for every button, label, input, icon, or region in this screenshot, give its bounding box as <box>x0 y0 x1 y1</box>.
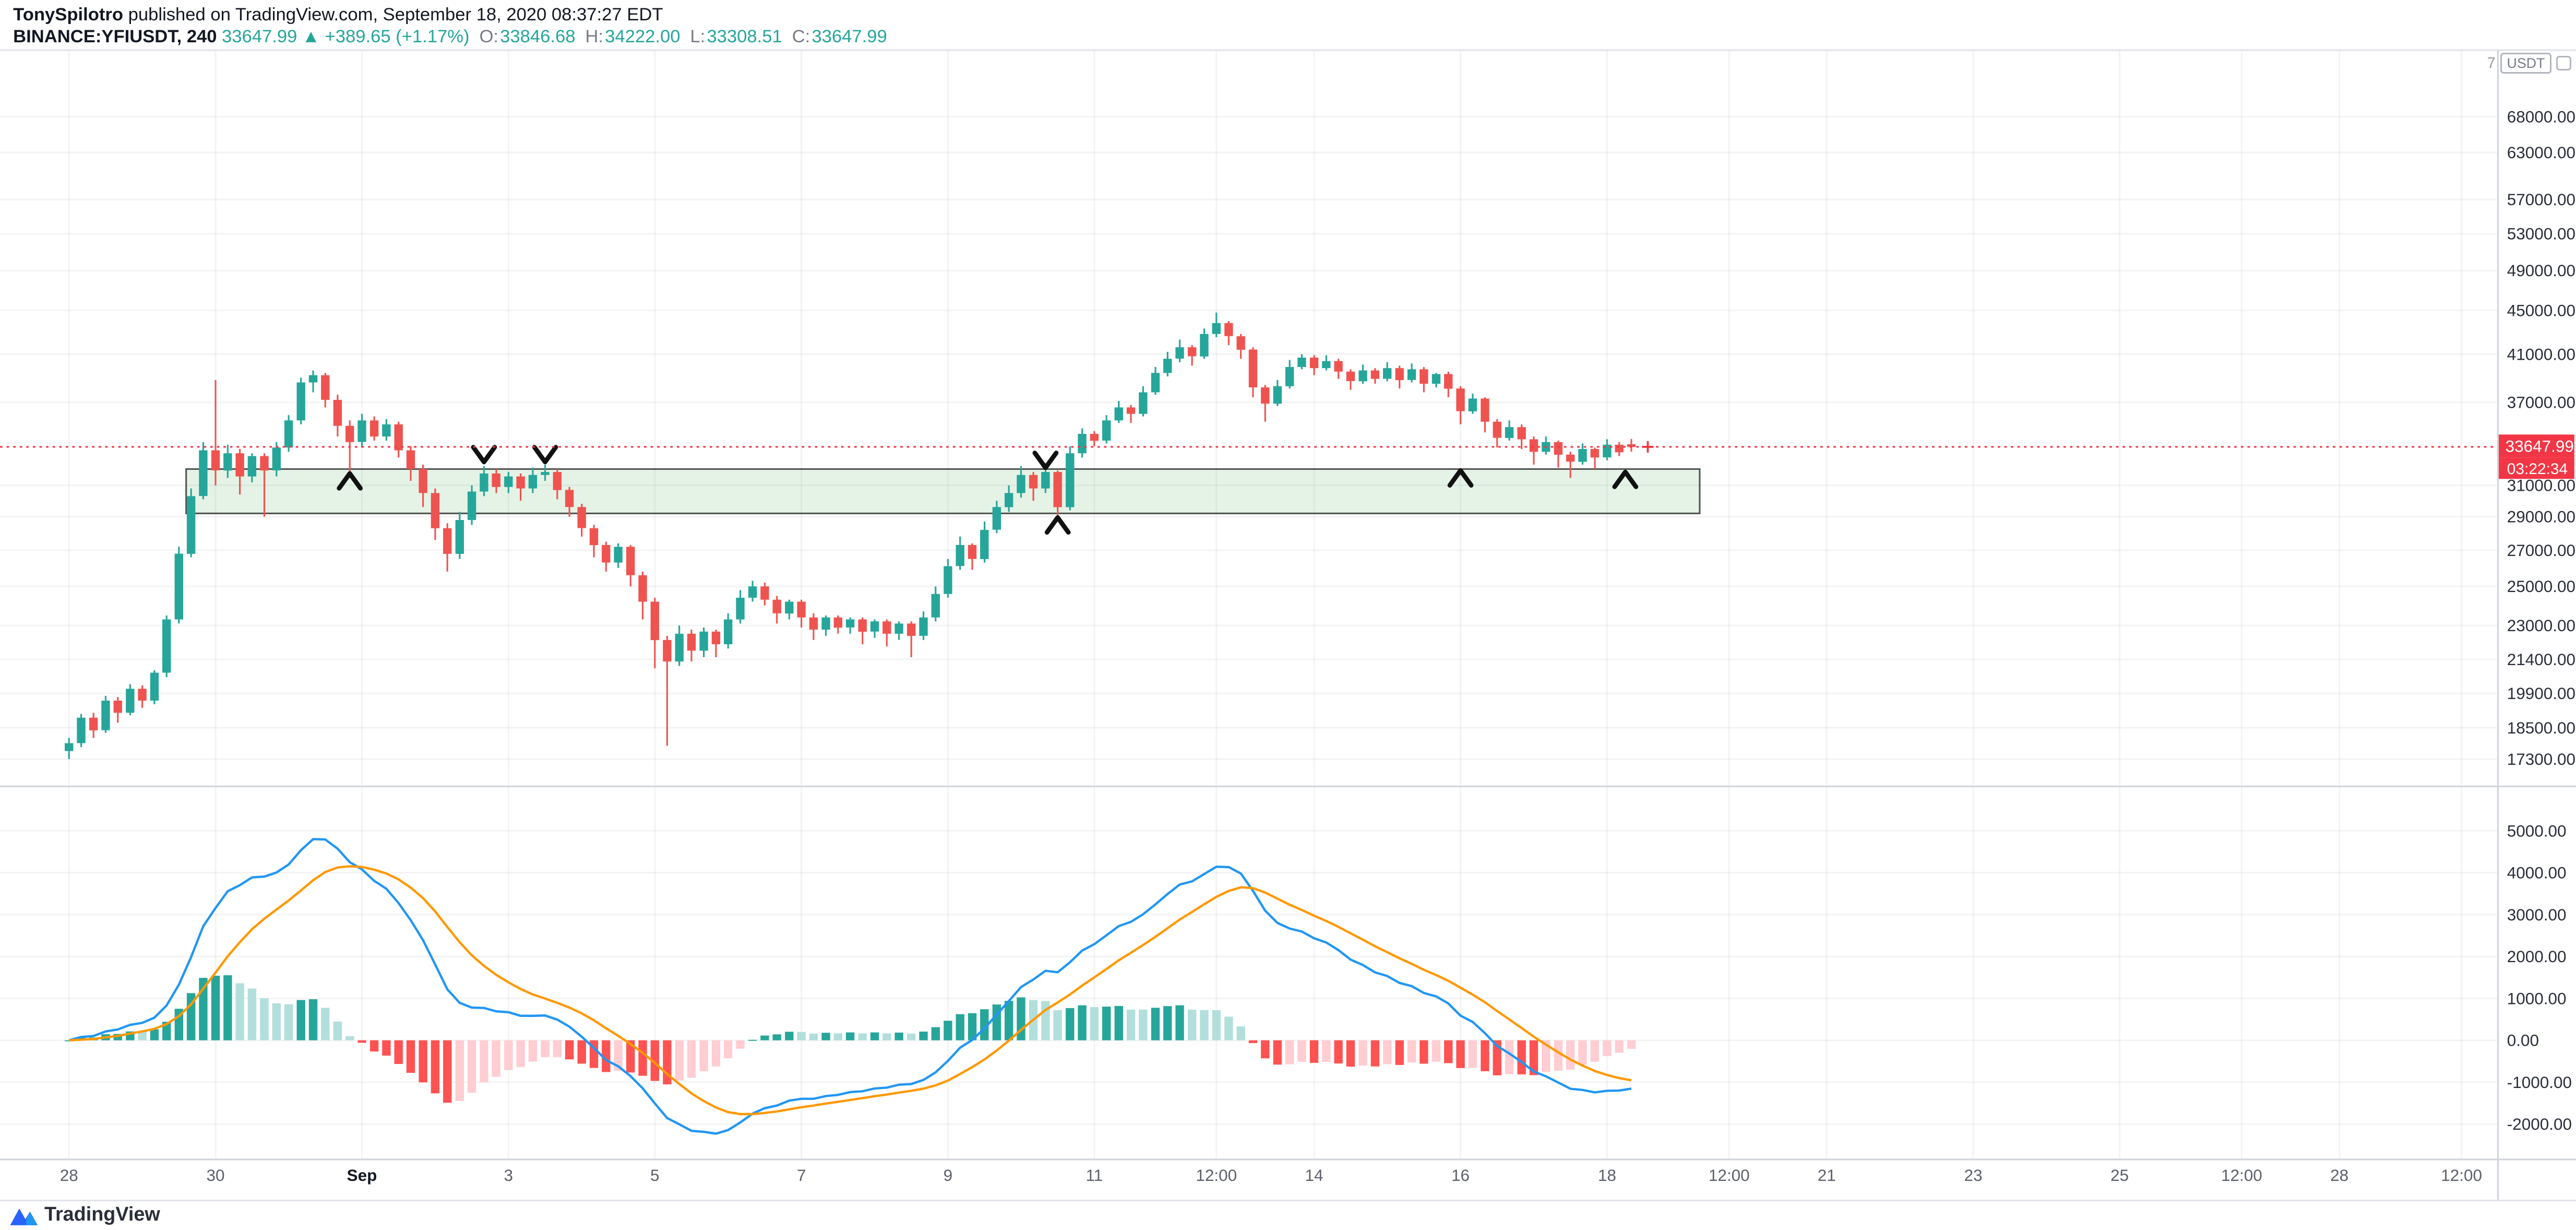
svg-text:21: 21 <box>1818 1166 1836 1185</box>
svg-text:1000.00: 1000.00 <box>2507 989 2567 1008</box>
open-value: 33846.68 <box>500 27 576 47</box>
svg-text:16: 16 <box>1451 1166 1470 1185</box>
svg-text:12:00: 12:00 <box>1709 1166 1750 1185</box>
brand-text[interactable]: TradingView <box>44 1203 160 1226</box>
svg-text:3: 3 <box>504 1166 514 1185</box>
down-chevron-marker[interactable] <box>1032 451 1059 470</box>
svg-text:18: 18 <box>1598 1166 1616 1185</box>
high-label: H: <box>585 27 603 47</box>
svg-text:28: 28 <box>60 1166 78 1185</box>
footer-bar: TradingView <box>10 1203 160 1226</box>
scale-prefix: 7 <box>2487 54 2496 72</box>
svg-text:12:00: 12:00 <box>2441 1166 2482 1185</box>
macd-histogram <box>65 975 1636 1103</box>
svg-text:21400.00: 21400.00 <box>2507 651 2575 669</box>
svg-text:12:00: 12:00 <box>2221 1166 2262 1185</box>
svg-text:5: 5 <box>650 1166 660 1185</box>
macd-signal-line <box>69 865 1632 1116</box>
price-scale-controls[interactable]: 7 USDT <box>2487 52 2571 74</box>
scale-settings-icon[interactable] <box>2556 55 2571 71</box>
close-label: C: <box>792 27 810 47</box>
low-value: 33308.51 <box>707 27 782 47</box>
price-change: +389.65 (+1.17%) <box>325 27 470 47</box>
svg-text:37000.00: 37000.00 <box>2507 394 2575 412</box>
time-axis-labels[interactable]: 28 30 Sep 3 5 7 9 11 12:00 14 16 18 12:00 21 23 25 12:00… <box>60 1166 2482 1185</box>
author-name: TonySpilotro <box>13 5 124 25</box>
candle-countdown-label: 03:22:34 <box>2499 457 2574 479</box>
published-text: published on TradingView.com, September … <box>123 5 663 25</box>
svg-text:12:00: 12:00 <box>1196 1166 1237 1185</box>
svg-text:9: 9 <box>944 1166 953 1185</box>
open-label: O: <box>479 27 498 47</box>
svg-text:25: 25 <box>2110 1166 2129 1185</box>
svg-text:28: 28 <box>2330 1166 2348 1185</box>
up-chevron-marker[interactable] <box>1612 469 1639 489</box>
svg-text:14: 14 <box>1305 1166 1323 1185</box>
svg-text:27000.00: 27000.00 <box>2507 541 2575 560</box>
down-chevron-marker[interactable] <box>532 445 558 465</box>
close-value: 33647.99 <box>812 27 887 47</box>
symbol-name[interactable]: BINANCE:YFIUSDT, 240 <box>13 27 217 47</box>
svg-text:23000.00: 23000.00 <box>2507 617 2575 635</box>
candlestick-series[interactable] <box>65 312 1636 760</box>
svg-text:11: 11 <box>1086 1166 1103 1185</box>
currency-scale-button[interactable]: USDT <box>2500 52 2551 74</box>
svg-text:30: 30 <box>207 1166 225 1185</box>
current-price-label: 33647.99 <box>2499 434 2574 458</box>
macd-line <box>68 838 1632 1135</box>
svg-text:41000.00: 41000.00 <box>2507 345 2575 363</box>
support-resistance-zone[interactable] <box>185 468 1701 514</box>
svg-text:5000.00: 5000.00 <box>2507 822 2567 840</box>
svg-text:3000.00: 3000.00 <box>2507 906 2567 924</box>
svg-text:2000.00: 2000.00 <box>2507 948 2567 966</box>
svg-text:45000.00: 45000.00 <box>2507 302 2575 320</box>
low-label: L: <box>690 27 706 47</box>
svg-text:19900.00: 19900.00 <box>2507 684 2575 703</box>
change-arrow-icon: ▲ <box>302 27 320 47</box>
high-value: 34222.00 <box>605 27 681 47</box>
tradingview-logo-icon[interactable] <box>10 1204 38 1226</box>
svg-text:18500.00: 18500.00 <box>2507 719 2575 737</box>
svg-text:Sep: Sep <box>347 1166 377 1185</box>
gridlines <box>0 49 2497 1159</box>
pane-borders <box>0 49 2576 1202</box>
svg-text:33647.99: 33647.99 <box>2506 437 2574 455</box>
svg-text:7: 7 <box>797 1166 806 1185</box>
up-chevron-marker[interactable] <box>1447 468 1474 488</box>
svg-text:53000.00: 53000.00 <box>2507 225 2575 243</box>
svg-text:0.00: 0.00 <box>2507 1032 2539 1050</box>
svg-text:29000.00: 29000.00 <box>2507 508 2575 526</box>
down-chevron-marker[interactable] <box>471 445 497 465</box>
price-axis-labels[interactable]: 68000.00 63000.00 57000.00 53000.00 49000.00… <box>2507 108 2575 1134</box>
svg-text:25000.00: 25000.00 <box>2507 577 2575 596</box>
last-price: 33647.99 <box>222 27 297 47</box>
chart-header: TonySpilotro published on TradingView.co… <box>13 3 892 48</box>
svg-text:17300.00: 17300.00 <box>2507 750 2575 768</box>
publish-info: TonySpilotro published on TradingView.co… <box>13 3 892 26</box>
svg-text:03:22:34: 03:22:34 <box>2507 460 2568 478</box>
svg-text:49000.00: 49000.00 <box>2507 262 2575 280</box>
svg-text:-1000.00: -1000.00 <box>2507 1073 2572 1092</box>
svg-text:-2000.00: -2000.00 <box>2507 1115 2572 1133</box>
svg-text:68000.00: 68000.00 <box>2507 108 2575 126</box>
symbol-info: BINANCE:YFIUSDT, 240 33647.99 ▲ +389.65 (+1… <box>13 26 892 48</box>
svg-text:63000.00: 63000.00 <box>2507 144 2575 162</box>
up-chevron-marker[interactable] <box>337 471 363 491</box>
svg-text:57000.00: 57000.00 <box>2507 191 2575 209</box>
last-price-plus-icon[interactable] <box>1642 441 1654 453</box>
svg-text:4000.00: 4000.00 <box>2507 864 2567 882</box>
up-chevron-marker[interactable] <box>1044 515 1071 535</box>
svg-text:23: 23 <box>1964 1166 1983 1185</box>
svg-text:31000.00: 31000.00 <box>2507 477 2575 495</box>
